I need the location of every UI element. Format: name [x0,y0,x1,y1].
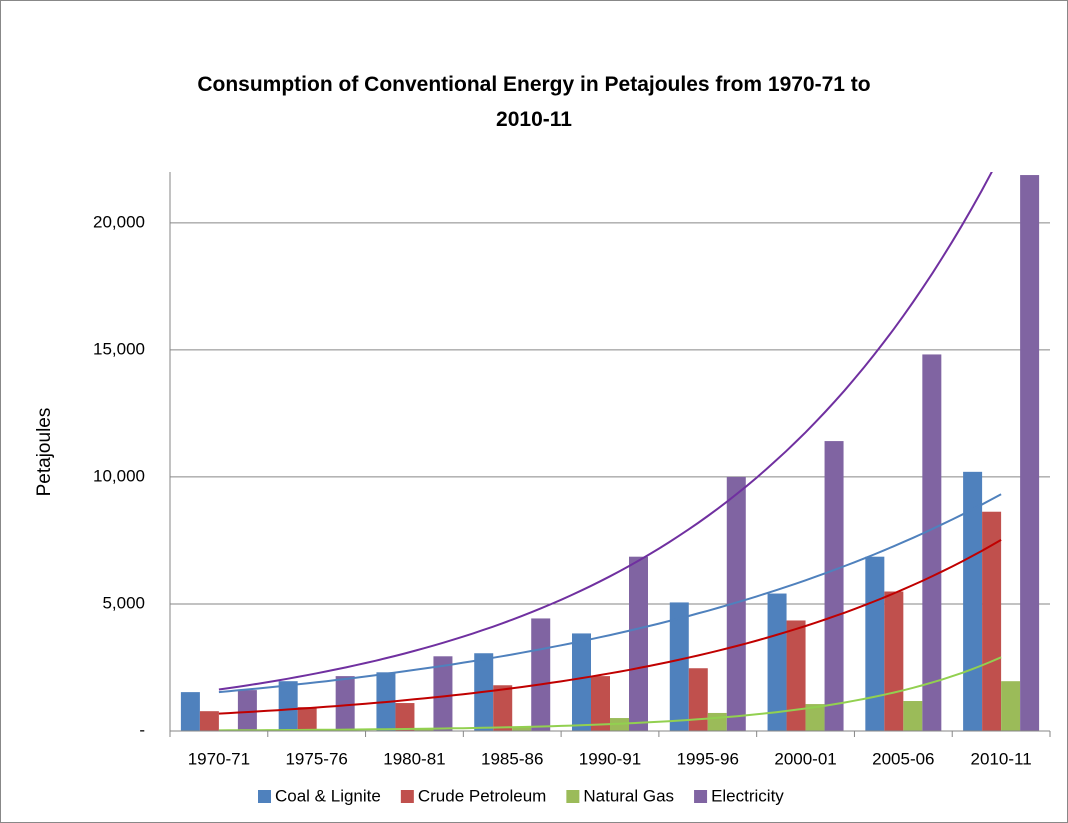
bar [433,656,453,731]
bar [805,704,825,731]
legend-swatch [694,790,708,803]
bar [669,602,689,731]
bar [572,633,591,731]
bar [824,441,844,731]
legend-swatch [258,790,271,803]
bar [629,556,648,731]
bar [707,712,727,731]
bar [726,476,746,731]
x-tick-label: 1990-91 [579,749,641,768]
bar [922,354,942,731]
bar [865,556,885,731]
legend-label: Electricity [711,786,784,805]
legend: Coal & Lignite Crude Petroleum Natural Gas… [258,786,784,805]
bar [237,690,257,731]
trendline [218,493,1002,694]
x-tick-label: 1995-96 [677,749,739,768]
y-axis-label: Petajoules [34,408,55,497]
bar [180,692,200,731]
bar [767,593,787,731]
x-tick-label: 1980-81 [383,749,445,768]
legend-swatch [400,790,414,803]
bar [591,676,610,731]
y-tick-label: 20,000 [93,212,145,231]
x-tick-label: 1970-71 [188,749,250,768]
legend-label: Natural Gas [583,786,674,805]
bar [903,701,923,731]
x-tick-label: 2000-01 [774,749,836,768]
x-tick-label: 2005-06 [872,749,934,768]
y-tick-label: 15,000 [93,339,145,358]
bar [297,707,317,731]
trendline [218,539,1002,715]
bar [786,620,806,731]
bar [395,703,415,731]
bar [688,668,708,731]
bar [414,729,434,731]
bar [278,681,298,731]
bar [884,591,904,731]
bar [963,471,983,731]
bar [493,685,513,731]
chart-title: Consumption of Conventional Energy in Pe… [197,73,870,131]
bar [1001,681,1021,731]
trendline [218,656,1002,731]
bar [335,676,355,731]
y-tick-label: 10,000 [93,466,145,485]
bar [512,726,532,731]
bar [1020,175,1040,732]
legend-swatch [566,790,580,803]
legend-label: Crude Petroleum [418,786,547,805]
x-tick-label: 1985-86 [481,749,543,768]
y-tick-label: - [139,720,145,739]
legend-label: Coal & Lignite [275,786,381,805]
y-tick-label: 5,000 [102,593,145,612]
trendlines [218,172,1002,731]
bar [982,511,1002,731]
bar [199,711,219,731]
x-tick-label: 1975-76 [285,749,347,768]
bar [531,618,551,731]
trendline [218,172,993,691]
x-tick-label: 2010-11 [971,749,1032,768]
